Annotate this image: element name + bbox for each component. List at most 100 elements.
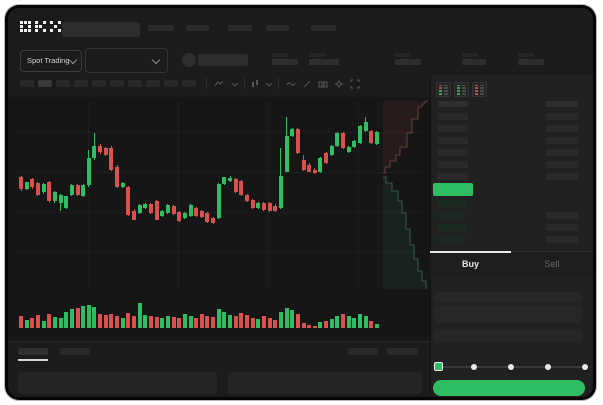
line-type-icon[interactable] [286,79,296,89]
candle [81,184,86,197]
interval-button[interactable] [164,80,178,87]
nav-item[interactable] [311,25,336,31]
chart-canvas[interactable] [8,97,430,296]
market-type-dropdown[interactable]: Spot Trading [20,50,82,72]
candle [312,169,317,174]
bottom-link[interactable] [387,348,418,355]
slider-stop[interactable] [581,363,588,370]
draw-icon[interactable] [302,79,312,89]
candle [126,186,131,215]
chevron-down-icon [68,55,78,65]
volume-pane[interactable] [8,296,430,341]
bottom-tab-active[interactable] [18,348,48,355]
candle [177,211,182,222]
ob-amount-skeleton [546,212,578,219]
candle [267,203,272,211]
interval-button[interactable] [110,80,124,87]
logo-pixel [35,29,39,33]
search-input[interactable] [62,22,140,37]
candle-style-icon[interactable] [250,79,260,89]
volume-bar [86,305,91,328]
icon-bar [443,87,448,90]
volume-bar [233,316,238,328]
ask-row[interactable] [438,161,468,168]
price-field[interactable] [434,292,582,303]
ask-row[interactable] [438,113,468,120]
camera-icon[interactable] [318,79,328,89]
ask-row[interactable] [438,173,468,180]
candle [273,205,278,211]
volume-bar [199,313,204,328]
volume-bar [115,315,120,328]
slider-handle[interactable] [433,362,443,371]
fullscreen-icon[interactable] [350,79,360,89]
stat-value-skeleton [462,59,486,65]
nav-item[interactable] [228,25,252,31]
slider-stop[interactable] [544,363,551,370]
logo-pixel [58,21,62,25]
tab-sell[interactable]: Sell [511,251,593,277]
logo-pixel [50,21,54,25]
ask-row[interactable] [438,137,468,144]
nav-item[interactable] [266,25,289,31]
volume-bar [19,316,23,328]
settings-icon[interactable] [334,79,344,89]
slider-stop[interactable] [471,363,478,370]
okx-logo[interactable] [20,21,64,33]
nav-item[interactable] [148,25,174,31]
candle [35,183,40,195]
chevron-down-icon[interactable] [230,79,240,89]
volume-bar [335,316,340,328]
nav-item[interactable] [186,25,209,31]
candle [160,210,165,216]
indicator-icon[interactable] [214,79,224,89]
volume-bar [352,317,357,328]
ob-amount-skeleton [546,137,578,144]
bid-row[interactable] [438,212,466,219]
volume-bar [341,313,346,328]
book-bids-icon[interactable] [454,82,469,97]
trade-tabs: Buy Sell [430,251,593,277]
buy-submit-button[interactable] [433,380,585,396]
total-field[interactable] [434,329,582,342]
interval-button[interactable] [146,80,160,87]
bid-row[interactable] [438,224,466,231]
volume-bar [301,323,306,328]
ob-amount-skeleton [546,224,578,231]
bid-row[interactable] [438,200,466,207]
interval-button[interactable] [56,80,70,87]
amount-field[interactable] [434,305,582,323]
tab-buy[interactable]: Buy [430,251,511,277]
divider [8,341,430,342]
icon-bar [439,90,442,92]
chevron-down-icon[interactable] [264,79,274,89]
interval-button[interactable] [20,80,34,87]
slider-stop[interactable] [508,363,514,370]
interval-button[interactable] [92,80,106,87]
interval-button[interactable] [38,80,52,87]
bottom-tab[interactable] [60,348,90,355]
interval-button[interactable] [128,80,142,87]
book-both-icon[interactable] [436,82,451,97]
bottom-link[interactable] [348,348,378,355]
last-price-highlight[interactable] [433,183,473,196]
volume-bar [239,312,244,328]
candle [92,145,97,159]
volume-bar [30,318,35,328]
candle [324,153,329,163]
gridline [178,101,179,291]
interval-button[interactable] [182,80,196,87]
icon-bar [461,87,466,90]
pair-dropdown[interactable] [85,48,168,73]
candle [301,160,306,170]
gridline [88,101,89,291]
volume-bar [256,318,261,328]
interval-button[interactable] [74,80,88,87]
book-asks-icon[interactable] [472,82,487,97]
ask-row[interactable] [438,125,468,132]
candle [120,183,125,187]
ob-amount-skeleton [546,149,578,156]
ask-row[interactable] [438,149,468,156]
bid-row[interactable] [438,236,466,243]
candle [318,158,323,173]
